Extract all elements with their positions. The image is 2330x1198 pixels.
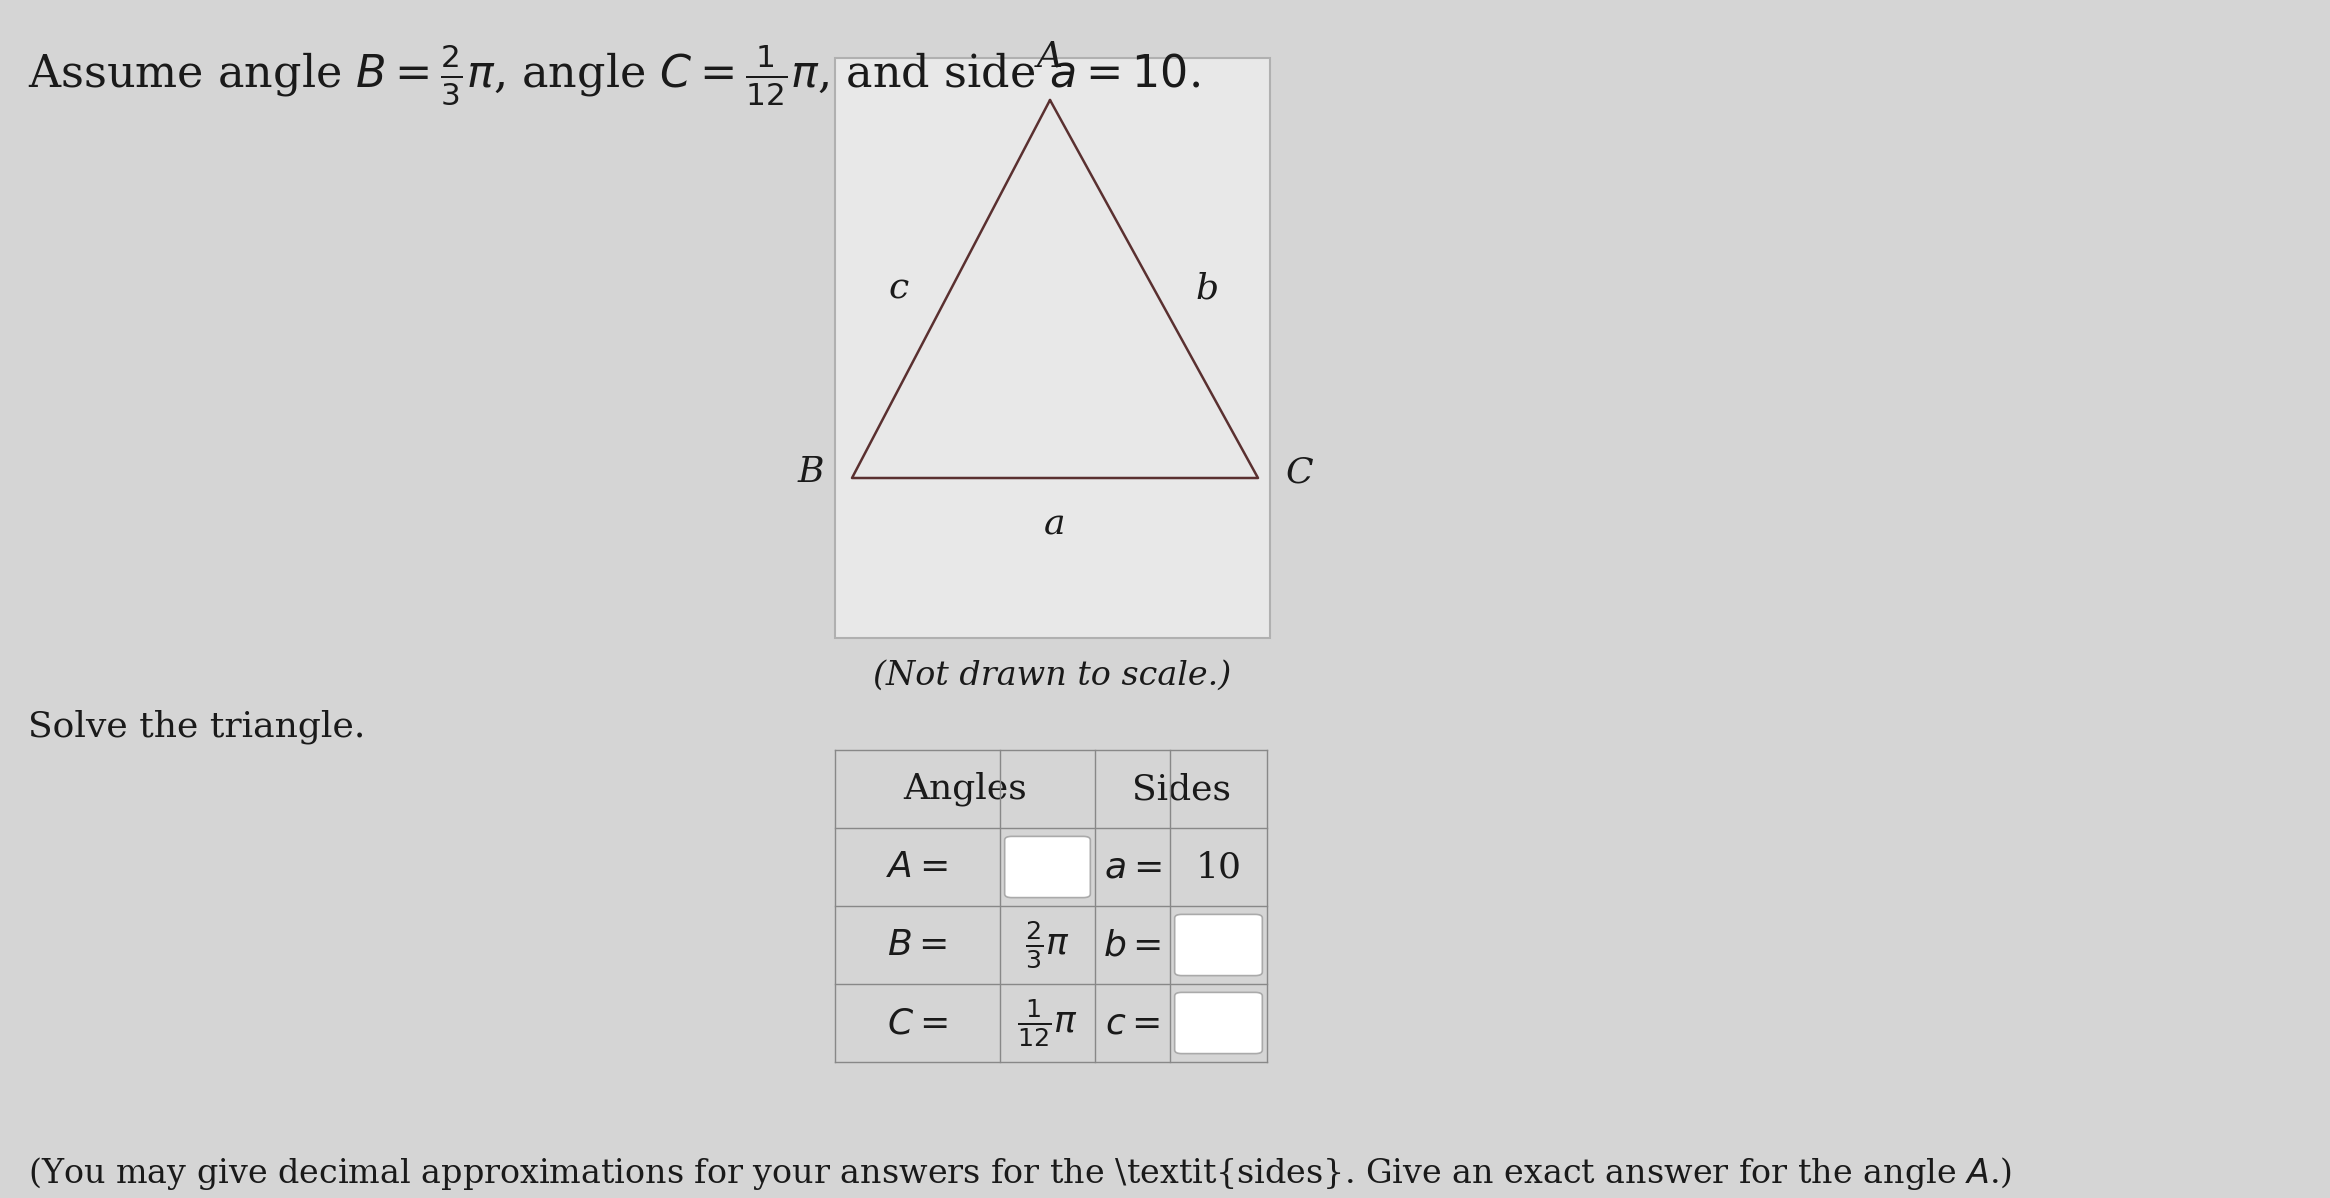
Text: B: B [797, 455, 825, 489]
Text: Sides: Sides [1132, 772, 1230, 806]
Text: C: C [1286, 455, 1314, 489]
Text: 10: 10 [1195, 851, 1242, 884]
Text: Solve the triangle.: Solve the triangle. [28, 710, 366, 744]
Text: c: c [888, 272, 909, 305]
Text: A: A [1037, 40, 1062, 73]
Text: $C =$: $C =$ [888, 1006, 948, 1040]
Text: b: b [1195, 272, 1219, 305]
Text: $b =$: $b =$ [1104, 928, 1163, 962]
FancyBboxPatch shape [1174, 992, 1263, 1053]
Text: Angles: Angles [904, 772, 1028, 806]
Text: Assume angle $B = \frac{2}{3}\pi$, angle $C = \frac{1}{12}\pi$, and side $a = 10: Assume angle $B = \frac{2}{3}\pi$, angle… [28, 42, 1200, 107]
FancyBboxPatch shape [1174, 914, 1263, 975]
Text: $c =$: $c =$ [1104, 1006, 1160, 1040]
FancyBboxPatch shape [1004, 836, 1090, 897]
Text: (You may give decimal approximations for your answers for the \textit{sides}. Gi: (You may give decimal approximations for… [28, 1155, 2013, 1192]
Bar [834, 58, 1270, 639]
Text: $B =$: $B =$ [888, 928, 948, 962]
Text: $a =$: $a =$ [1104, 851, 1160, 884]
Text: (Not drawn to scale.): (Not drawn to scale.) [874, 660, 1233, 692]
Text: $\frac{1}{12}\pi$: $\frac{1}{12}\pi$ [1018, 997, 1079, 1048]
Text: a: a [1044, 508, 1065, 541]
Text: $\frac{2}{3}\pi$: $\frac{2}{3}\pi$ [1025, 920, 1069, 970]
Text: $A =$: $A =$ [885, 851, 948, 884]
